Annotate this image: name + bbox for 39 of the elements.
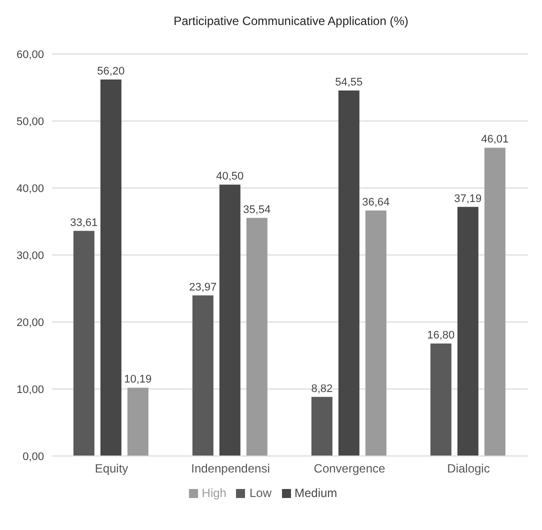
- data-label: 36,64: [362, 196, 390, 209]
- data-label: 8,82: [311, 382, 333, 395]
- data-label: 35,54: [243, 204, 271, 216]
- y-tick-label: 10,00: [16, 384, 44, 396]
- x-tick-label: Equity: [94, 462, 128, 476]
- x-tick-label: Dialogic: [447, 462, 490, 476]
- bar: [365, 210, 386, 456]
- bar: [430, 343, 452, 456]
- bar: [484, 148, 506, 456]
- y-tick-label: 20,00: [16, 316, 44, 329]
- x-tick-label: Convergence: [314, 462, 386, 476]
- y-tick-label: 0,00: [22, 450, 44, 463]
- y-tick-label: 50,00: [16, 116, 44, 128]
- y-tick-label: 30,00: [16, 250, 44, 262]
- data-label: 40,50: [216, 170, 244, 183]
- legend-label: Medium: [294, 486, 338, 500]
- chart-title: Participative Communicative Application (%): [172, 14, 410, 28]
- data-label: 16,80: [427, 329, 455, 342]
- legend-label: Low: [249, 486, 272, 500]
- legend-label: High: [202, 486, 226, 500]
- data-label: 33,61: [70, 216, 98, 229]
- data-label: 54,55: [335, 76, 363, 89]
- data-label: 23,97: [189, 281, 217, 294]
- bar: [100, 79, 122, 456]
- bar: [246, 218, 268, 456]
- bar: [311, 396, 332, 456]
- data-label: 37,19: [454, 192, 482, 205]
- bar: [338, 90, 360, 456]
- bar: [457, 206, 478, 456]
- bar: [127, 388, 148, 456]
- x-tick-label: Indenpendensi: [191, 462, 270, 476]
- bar: [192, 295, 214, 456]
- bar: [219, 184, 240, 456]
- bar: [73, 230, 94, 456]
- y-tick-label: 60,00: [16, 48, 44, 61]
- data-label: 46,01: [481, 134, 509, 146]
- data-label: 56,20: [97, 65, 125, 78]
- y-tick-label: 40,00: [16, 182, 44, 195]
- data-label: 10,19: [124, 374, 152, 386]
